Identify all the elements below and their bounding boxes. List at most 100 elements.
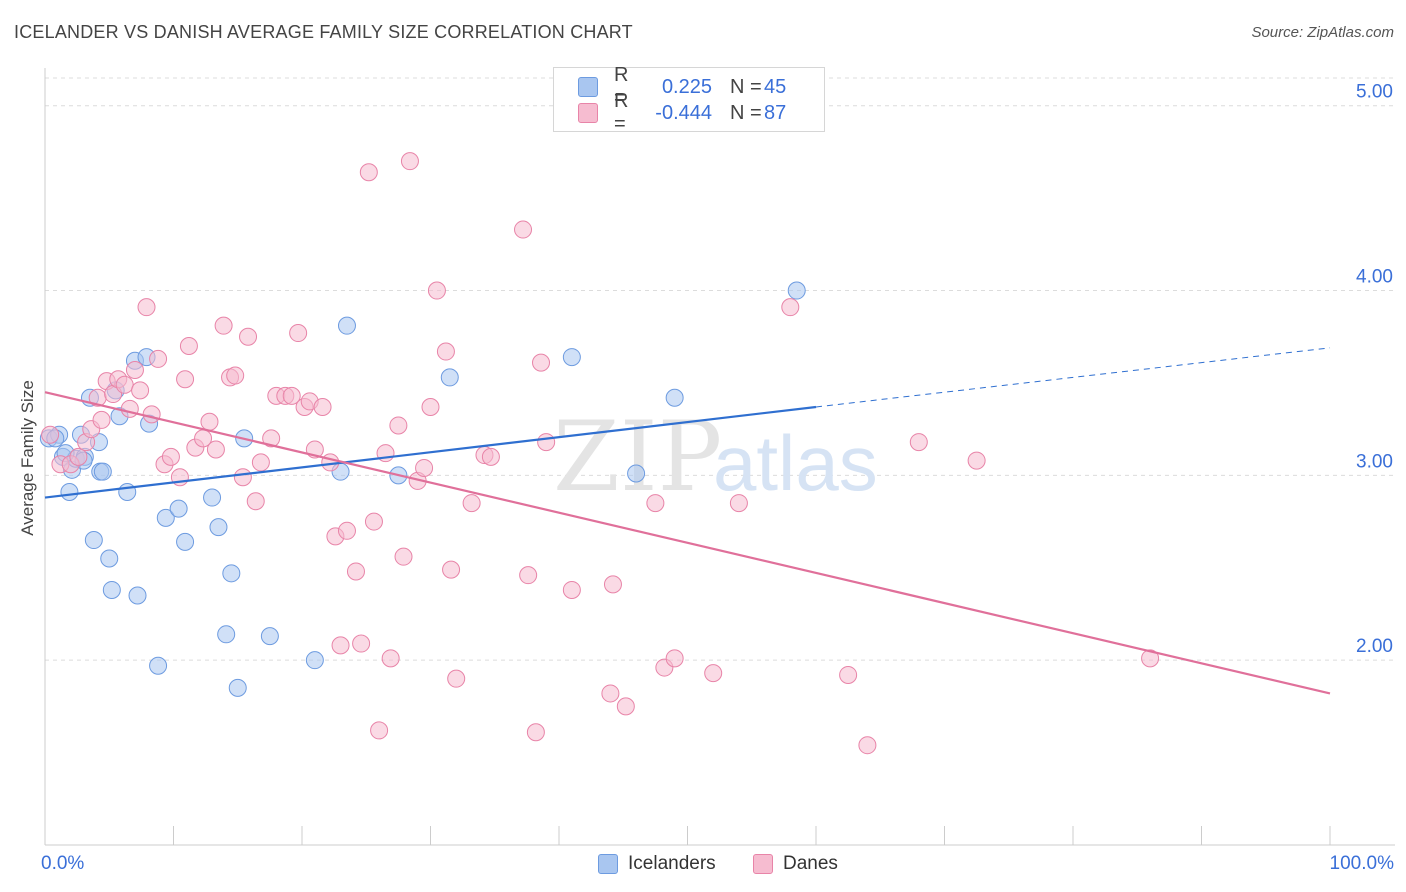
danes-point [400,152,419,171]
icelanders-point [176,532,195,551]
danes-point [41,425,60,444]
y-tick-label: 3.00 [1356,451,1393,472]
danes-point [704,664,723,683]
icelanders-point [440,368,459,387]
icelanders-point [665,388,684,407]
danes-point [519,566,538,585]
danes-point [226,366,245,385]
danes-point [92,410,111,429]
r-value: 0.225 [661,75,712,98]
icelanders-point [102,580,121,599]
danes-point [337,521,356,540]
danes-point [131,381,150,400]
danes-point [137,298,156,317]
danes-point [176,370,195,389]
danes-point [251,453,270,472]
icelanders-point [149,656,168,675]
trend-lines [44,347,1331,695]
n-label: N = [730,75,762,98]
x-tick-label-min: 0.0% [41,853,84,874]
danes-swatch [578,103,598,123]
danes-point [282,386,301,405]
icelanders-point [60,482,79,501]
danes-point [665,649,684,668]
danes-point [729,494,748,513]
axes [44,68,1395,846]
icelanders-point [203,488,222,507]
danes-point [179,336,198,355]
icelanders-trend-extension [815,347,1331,408]
danes-point [436,342,455,361]
danes-point [1141,649,1160,668]
danes-point [389,416,408,435]
danes-point [206,440,225,459]
gridlines [45,77,1395,661]
danes-point [346,562,365,581]
y-tick-label: 4.00 [1356,267,1393,288]
danes-point [646,494,665,513]
n-value: 45 [764,75,787,98]
bottom-legend-danes: Danes [753,852,838,876]
bottom-legend-icelanders: Icelanders [598,852,716,876]
source-label: Source: ZipAtlas.com [1251,24,1394,41]
icelanders-point [128,586,147,605]
icelanders-point [228,678,247,697]
danes-point [69,447,88,466]
y-axis-title: Average Family Size [18,380,37,536]
icelanders-point [222,564,241,583]
danes-point [427,281,446,300]
n-value: 87 [764,101,787,124]
icelanders-point [562,348,581,367]
chart-title: ICELANDER VS DANISH AVERAGE FAMILY SIZE … [14,22,633,42]
danes-point [532,353,551,372]
icelanders-legend-swatch [598,854,618,874]
watermark-atlas: atlas [713,419,878,507]
danes-point [313,397,332,416]
icelanders-point [156,508,175,527]
danes-point [120,399,139,418]
axis-tick-labels: 2.00 3.00 4.00 5.00 0.0% 100.0% [41,82,1394,874]
danes-point [364,512,383,531]
danes-point [415,458,434,477]
icelanders-trend-line [44,405,817,499]
correlation-legend: R = 0.225 N = 45 R = -0.444 N = 87 [553,64,825,135]
icelanders-point [100,549,119,568]
danes-point [262,429,281,448]
danes-point [603,575,622,594]
danes-point [246,492,265,511]
danes-point [421,397,440,416]
icelanders-point [260,627,279,646]
danes-point [352,634,371,653]
y-tick-label: 5.00 [1356,82,1393,103]
danes-point [537,433,556,452]
danes-point [447,669,466,688]
icelanders-point [217,625,236,644]
r-label: R = [614,64,629,109]
danes-point [214,316,233,335]
danes-point [967,451,986,470]
n-label: N = [730,101,762,124]
danes-point [381,649,400,668]
danes-point [562,580,581,599]
icelanders-swatch [578,77,598,97]
danes-point [200,412,219,431]
danes-point [289,324,308,343]
danes-point [233,468,252,487]
danes-point [858,736,877,755]
danes-legend-label: Danes [783,853,838,874]
watermark-zip: ZIP [553,401,722,513]
danes-point [514,220,533,239]
danes-point [481,447,500,466]
legend-row-icelanders: R = 0.225 N = 45 [578,64,787,109]
icelanders-point [209,518,228,537]
icelanders-legend-label: Icelanders [628,853,716,874]
danes-point [781,298,800,317]
danes-point [394,547,413,566]
danes-point [142,405,161,424]
danes-point [239,327,258,346]
danes-trend-line [44,391,1331,695]
danes-point [909,433,928,452]
danes-point [149,349,168,368]
icelanders-point [305,651,324,670]
